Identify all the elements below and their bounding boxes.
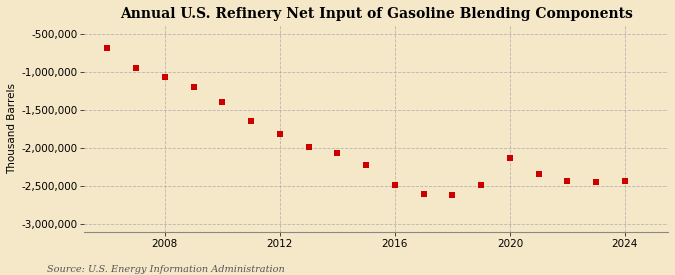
Point [332, 150, 343, 155]
Point [533, 172, 544, 176]
Point [447, 193, 458, 197]
Point [360, 163, 371, 167]
Point [418, 192, 429, 196]
Point [476, 183, 487, 188]
Point [275, 132, 286, 137]
Point [159, 75, 170, 79]
Point [102, 46, 113, 50]
Point [591, 180, 601, 185]
Point [620, 179, 630, 183]
Point [217, 100, 227, 104]
Point [303, 144, 314, 149]
Y-axis label: Thousand Barrels: Thousand Barrels [7, 83, 17, 174]
Text: Source: U.S. Energy Information Administration: Source: U.S. Energy Information Administ… [47, 265, 285, 274]
Point [246, 119, 256, 123]
Title: Annual U.S. Refinery Net Input of Gasoline Blending Components: Annual U.S. Refinery Net Input of Gasoli… [119, 7, 632, 21]
Point [389, 183, 400, 188]
Point [188, 85, 199, 89]
Point [562, 179, 573, 183]
Point [504, 156, 515, 160]
Point [131, 66, 142, 70]
